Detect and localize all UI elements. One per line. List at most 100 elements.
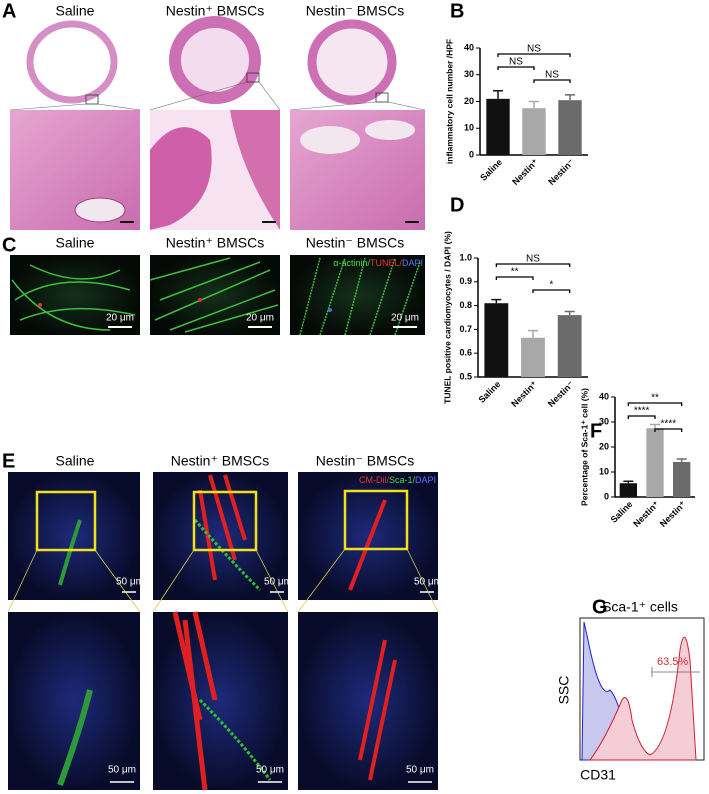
error-bar xyxy=(650,423,660,429)
column-title: Saline xyxy=(56,3,95,19)
stain: Sca-1/ xyxy=(389,475,416,485)
scale-bar-label: 50 μm xyxy=(108,765,136,776)
y-tick-label: 10 xyxy=(599,466,609,476)
significance-label: * xyxy=(549,280,553,291)
error-bar xyxy=(493,90,503,99)
x-axis-label: CD31 xyxy=(580,767,616,783)
significance-bracket xyxy=(654,428,683,432)
stain: DAPI xyxy=(402,258,423,268)
x-tick-label: Nestin⁻ xyxy=(546,379,576,409)
x-tick-label: Nestin⁻ xyxy=(546,157,576,187)
column-title: Nestin⁻ BMSCs xyxy=(316,453,414,469)
stain: TUNEL/ xyxy=(370,258,403,268)
x-tick-label: Saline xyxy=(478,157,504,183)
y-tick-label: 10 xyxy=(464,123,474,133)
error-bar xyxy=(565,94,575,101)
stain-legend: CM-Dil/Sca-1/DAPI xyxy=(359,475,436,485)
panel-label: F xyxy=(590,420,602,442)
stain: α-actinin/ xyxy=(333,258,370,268)
y-axis-label: Percentage of Sca-1⁺ cell (%) xyxy=(579,388,589,506)
scale-bar-label: 20 μm xyxy=(391,313,419,324)
panel-label: C xyxy=(2,234,16,256)
y-tick-label: 0.7 xyxy=(459,324,472,334)
significance-bracket xyxy=(627,402,683,406)
error-bar xyxy=(528,329,538,338)
significance-label: ** xyxy=(511,267,519,278)
y-tick-label: 20 xyxy=(464,96,474,106)
error-bar xyxy=(564,310,575,316)
histology-images xyxy=(9,16,426,230)
bar xyxy=(522,108,546,155)
scale-bar-label: 50 μm xyxy=(264,577,292,588)
significance-bracket xyxy=(627,415,656,419)
y-tick-label: 30 xyxy=(599,416,609,426)
y-tick-label: 40 xyxy=(464,42,474,52)
error-bar xyxy=(623,480,634,484)
scale-bar-label: 20 μm xyxy=(246,313,274,324)
column-title: Saline xyxy=(56,235,95,251)
panel-label: D xyxy=(450,194,464,216)
significance-label: NS xyxy=(509,57,523,68)
x-tick-label: Nestin⁺ xyxy=(510,157,540,187)
y-tick-label: 0.9 xyxy=(459,276,472,286)
error-bar xyxy=(529,100,539,109)
significance-label: **** xyxy=(661,419,677,430)
significance-label: NS xyxy=(527,44,541,55)
bar xyxy=(673,462,691,497)
significance-label: NS xyxy=(545,70,559,81)
fluorescence-images xyxy=(7,472,439,791)
significance-bracket xyxy=(532,289,571,293)
column-title: Nestin⁺ BMSCs xyxy=(166,235,264,251)
bar xyxy=(558,100,582,155)
significance-label: NS xyxy=(526,254,540,265)
stain: DAPI xyxy=(415,475,436,485)
x-tick-label: Nestin⁺ xyxy=(658,499,688,529)
panel-label: A xyxy=(2,0,16,22)
bar xyxy=(646,428,664,497)
significance-bracket xyxy=(495,263,571,267)
gate-label: 63.5% xyxy=(657,656,688,668)
y-axis-label: TUNEL positive cardiomyocytes / DAPI (%) xyxy=(442,231,452,404)
bar xyxy=(521,337,545,377)
panel-label: B xyxy=(450,0,464,22)
y-tick-label: 20 xyxy=(599,441,609,451)
scale-bar-label: 50 μm xyxy=(116,577,144,588)
column-title: Saline xyxy=(56,453,95,469)
bar xyxy=(619,483,637,497)
column-title: Nestin⁻ BMSCs xyxy=(306,235,404,251)
significance-bracket xyxy=(497,53,571,57)
significance-bracket xyxy=(497,66,535,70)
error-bar xyxy=(676,458,687,462)
flow-histogram xyxy=(579,617,705,761)
y-tick-label: 0.5 xyxy=(459,371,472,381)
x-tick-label: Nestin⁺ xyxy=(631,499,661,529)
significance-label: **** xyxy=(634,406,650,417)
column-title: Nestin⁻ BMSCs xyxy=(306,3,404,19)
bar xyxy=(484,303,509,377)
y-tick-label: 40 xyxy=(599,391,609,401)
x-tick-label: Saline xyxy=(477,379,503,405)
scale-bar-label: 20 μm xyxy=(106,313,134,324)
flow-title: Sca-1⁺ cells xyxy=(602,599,678,615)
significance-label: ** xyxy=(651,393,659,404)
stain-legend: α-actinin/TUNEL/DAPI xyxy=(333,258,423,268)
y-tick-label: 30 xyxy=(464,69,474,79)
fluorescence-images xyxy=(10,255,425,336)
y-tick-label: 0 xyxy=(469,149,474,159)
y-tick-label: 0.6 xyxy=(459,348,472,358)
bar xyxy=(486,98,510,155)
y-axis-label: inflammatory cell number /HPF xyxy=(444,39,454,164)
significance-bracket xyxy=(533,79,571,83)
y-tick-label: 1.0 xyxy=(459,252,472,262)
stain: CM-Dil/ xyxy=(359,475,389,485)
y-axis-label: SSC xyxy=(556,676,572,705)
column-title: Nestin⁺ BMSCs xyxy=(171,453,269,469)
column-title: Nestin⁺ BMSCs xyxy=(166,3,264,19)
significance-bracket xyxy=(495,276,534,280)
x-tick-label: Saline xyxy=(609,499,635,525)
scale-bar-label: 50 μm xyxy=(256,765,284,776)
x-tick-label: Nestin⁺ xyxy=(509,379,539,409)
y-tick-label: 0.8 xyxy=(459,300,472,310)
scale-bar-label: 50 μm xyxy=(406,765,434,776)
